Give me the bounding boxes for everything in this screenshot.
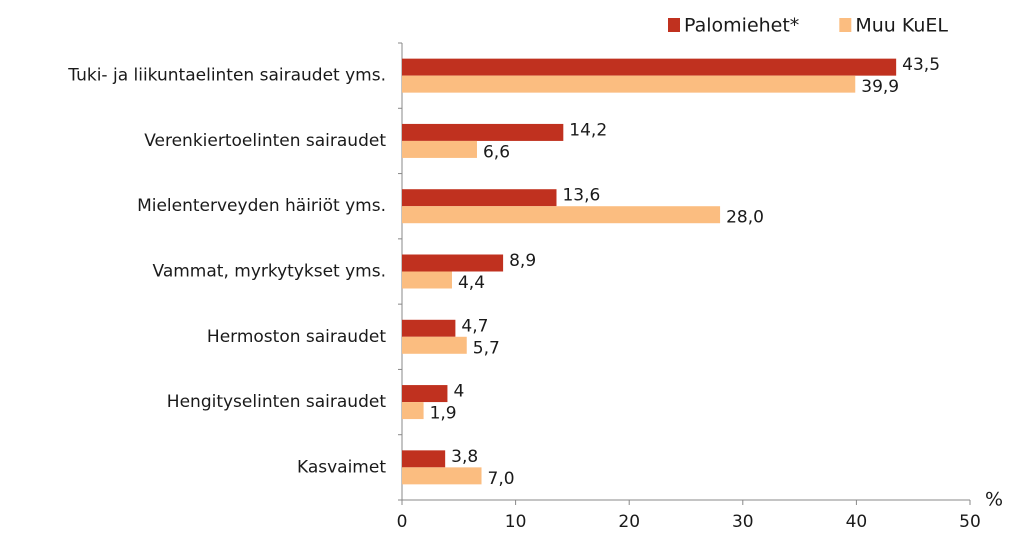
y-tick-label: Kasvaimet [297,457,386,477]
bar [402,467,482,485]
y-tick-label: Mielenterveyden häiriöt yms. [137,196,386,216]
bar [402,123,564,141]
bar [402,254,504,272]
x-tick-label: 40 [846,512,868,532]
value-label: 6,6 [483,142,510,162]
value-label: 8,9 [509,251,536,271]
legend-label: Palomiehet* [684,15,799,37]
value-label: 13,6 [562,186,600,206]
value-label: 39,9 [861,77,899,97]
value-label: 4 [453,382,464,402]
x-tick-label: 50 [959,512,981,532]
bar [402,385,448,403]
bar [402,336,467,354]
bar [402,140,477,158]
y-tick-label: Hermoston sairaudet [207,327,386,347]
value-label: 4,4 [458,273,485,293]
value-label: 3,8 [451,447,478,467]
bar [402,206,721,224]
x-axis-label: % [985,489,1003,511]
x-tick-label: 20 [618,512,640,532]
value-label: 5,7 [473,338,500,358]
bar [402,189,557,207]
y-tick-label: Hengityselinten sairaudet [167,392,387,412]
legend-swatch [839,18,852,32]
bar [402,58,897,76]
value-label: 7,0 [488,469,515,489]
value-label: 4,7 [461,316,488,336]
bar [402,402,424,420]
x-tick-label: 30 [732,512,754,532]
y-tick-label: Vammat, myrkytykset yms. [153,262,386,282]
y-tick-label: Verenkiertoelinten sairaudet [144,131,386,151]
x-tick-label: 0 [397,512,408,532]
x-tick-label: 10 [505,512,527,532]
bar [402,319,456,337]
bar [402,450,446,468]
bar [402,271,452,289]
value-label: 1,9 [430,404,457,424]
y-tick-label: Tuki- ja liikuntaelinten sairaudet yms. [67,66,386,86]
legend-swatch [668,18,680,32]
value-label: 14,2 [569,120,607,140]
bar [402,75,856,93]
value-label: 28,0 [726,208,764,228]
value-label: 43,5 [902,55,940,75]
legend-label: Muu KuEL [855,15,948,37]
